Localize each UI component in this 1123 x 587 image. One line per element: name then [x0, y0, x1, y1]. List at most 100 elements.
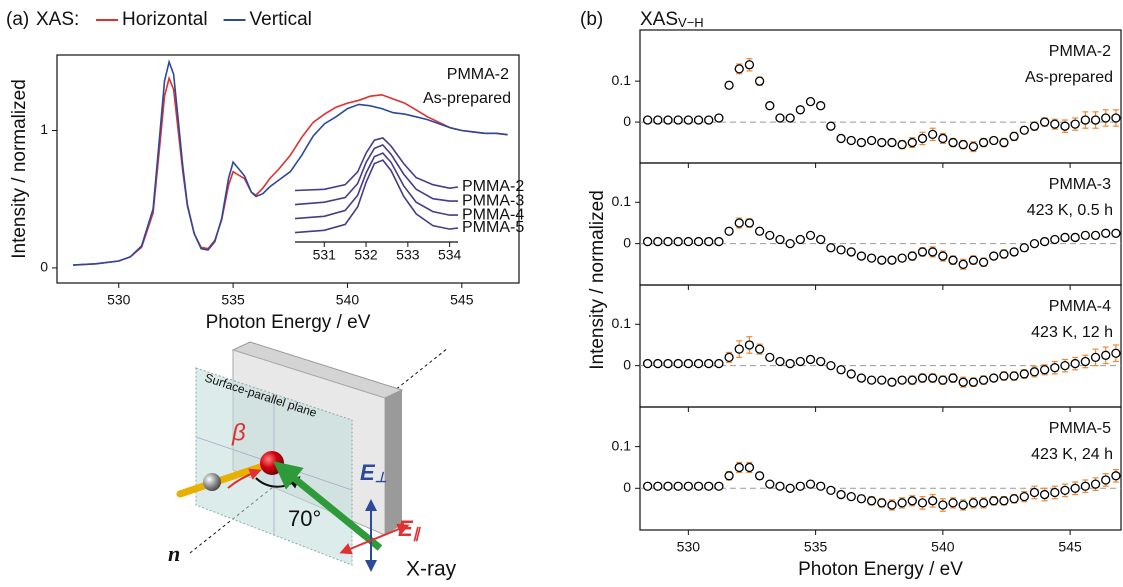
- y-tick-label: 0: [623, 356, 631, 372]
- data-point: [1101, 113, 1111, 123]
- data-point: [785, 483, 795, 493]
- data-point: [877, 255, 887, 265]
- data-point: [948, 255, 958, 265]
- data-point: [897, 375, 907, 385]
- data-point: [754, 344, 765, 354]
- data-point: [999, 249, 1009, 259]
- e-par-symbol: E: [398, 516, 414, 541]
- data-point: [663, 481, 673, 491]
- data-point: [846, 135, 856, 146]
- x-tick-label: 540: [931, 539, 955, 555]
- series-label: PMMA-3: [462, 192, 524, 209]
- data-point: [704, 115, 714, 125]
- data-point: [693, 236, 704, 247]
- molecule-bond: [176, 459, 276, 498]
- x-tick-label: 535: [221, 292, 245, 308]
- data-point: [1111, 113, 1121, 123]
- data-point: [1050, 363, 1060, 373]
- data-point: [775, 113, 785, 123]
- data-point: [714, 236, 724, 247]
- series-label: PMMA-5: [462, 219, 524, 236]
- data-point: [958, 377, 968, 387]
- data-point: [978, 137, 989, 148]
- data-point: [1111, 348, 1121, 358]
- y-tick-label: 0: [623, 234, 631, 250]
- atom-red: [260, 451, 284, 475]
- data-point: [704, 481, 714, 491]
- data-point: [1040, 117, 1050, 127]
- annotation: PMMA-4: [1049, 298, 1111, 315]
- e-perp-label: E⊥: [360, 460, 387, 485]
- plot-frame: [56, 54, 520, 284]
- data-point: [1050, 487, 1060, 498]
- data-point: [938, 500, 948, 510]
- data-point: [836, 245, 846, 255]
- data-point: [795, 234, 805, 245]
- panel-label: (b): [580, 9, 603, 30]
- y-axis-label: Intensity / normalized: [9, 79, 30, 259]
- data-point: [1060, 121, 1070, 131]
- annotation: As-prepared: [1025, 69, 1113, 86]
- data-point: [846, 247, 856, 257]
- data-point: [785, 238, 795, 249]
- e-perp-sub: ⊥: [375, 469, 387, 485]
- data-point: [724, 226, 734, 236]
- data-point: [887, 500, 897, 510]
- data-point: [673, 481, 683, 491]
- x-tick-label: 540: [336, 292, 360, 308]
- legend-label: Horizontal: [122, 9, 208, 30]
- data-point: [907, 375, 917, 385]
- data-point: [928, 496, 938, 506]
- data-point: [673, 236, 683, 247]
- x-tick-label: 532: [354, 247, 378, 263]
- data-point: [846, 491, 856, 502]
- data-point: [1090, 115, 1101, 125]
- data-point: [744, 218, 755, 228]
- data-point: [989, 251, 999, 261]
- data-point: [958, 259, 968, 269]
- data-point: [754, 226, 765, 236]
- data-point: [1080, 230, 1091, 241]
- legend-title: XAS:: [36, 9, 79, 30]
- data-point: [1060, 485, 1070, 496]
- y-tick-label: 0: [623, 113, 631, 129]
- data-point: [765, 101, 775, 111]
- data-point: [928, 373, 938, 383]
- data-point: [1070, 232, 1080, 243]
- title-sub: V−H: [678, 15, 704, 30]
- data-point: [704, 358, 714, 369]
- data-point: [754, 471, 765, 481]
- data-point: [826, 485, 836, 496]
- data-point: [795, 105, 805, 115]
- data-point: [866, 496, 877, 506]
- data-point: [846, 369, 856, 379]
- data-point: [917, 373, 928, 383]
- e-par-arrow: [339, 523, 410, 555]
- data-point: [816, 101, 826, 111]
- data-point: [1080, 356, 1091, 367]
- data-point: [1090, 479, 1101, 489]
- data-point: [734, 64, 744, 74]
- data-point: [653, 236, 663, 247]
- data-point: [785, 113, 795, 123]
- data-point: [693, 358, 704, 369]
- data-point: [938, 251, 948, 261]
- data-point: [653, 481, 663, 491]
- data-point: [856, 373, 867, 383]
- data-point: [907, 137, 917, 148]
- data-point: [673, 358, 683, 369]
- data-point: [999, 137, 1009, 148]
- data-point: [642, 481, 653, 491]
- data-point: [866, 253, 877, 263]
- data-point: [968, 141, 979, 152]
- data-point: [795, 481, 805, 491]
- data-point: [1040, 365, 1050, 375]
- data-point: [704, 236, 714, 247]
- data-point: [887, 255, 897, 265]
- data-point: [1019, 491, 1029, 502]
- data-point: [917, 247, 928, 257]
- annotation: PMMA-2: [447, 66, 509, 83]
- data-point: [805, 479, 816, 489]
- data-point: [877, 498, 887, 508]
- data-point: [724, 352, 734, 363]
